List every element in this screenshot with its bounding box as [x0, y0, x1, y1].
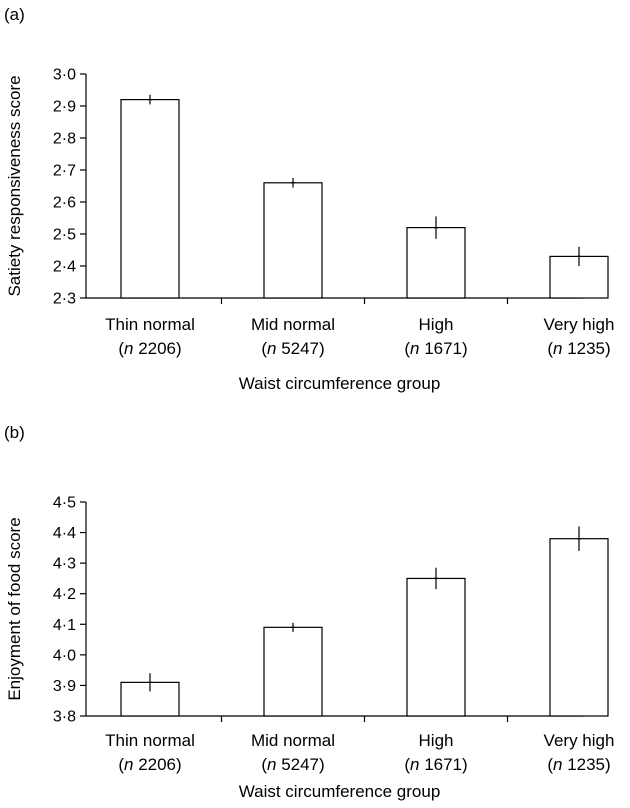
- x-category-n-label: (n 1671): [404, 755, 467, 774]
- x-category-label: High: [419, 315, 454, 334]
- bar: [406, 227, 466, 299]
- x-axis-title: Waist circumference group: [239, 374, 441, 393]
- bar: [263, 626, 323, 717]
- y-axis-title: Enjoyment of food score: [5, 517, 24, 700]
- y-tick-label: 2·4: [53, 259, 76, 276]
- chart-panel-a: (a) 2·3 2·4 2·5 2·6 2·7 2·8 2·9 3·0 Satiety respo…: [4, 5, 615, 393]
- x-category-label: Mid normal: [251, 731, 335, 750]
- x-category-label: Thin normal: [105, 315, 195, 334]
- y-tick-label: 2·3: [53, 291, 76, 308]
- y-tick-label: 4·3: [53, 556, 76, 573]
- y-tick-label: 2·9: [53, 99, 76, 116]
- bar: [120, 98, 180, 299]
- x-category-n-label: (n 1235): [547, 755, 610, 774]
- bar: [406, 577, 466, 717]
- y-tick-label: 2·5: [53, 227, 76, 244]
- y-tick-label: 4·4: [53, 525, 76, 542]
- x-category-label: High: [419, 731, 454, 750]
- y-tick-label: 2·7: [53, 163, 76, 180]
- x-axis-title: Waist circumference group: [239, 782, 441, 801]
- x-category-n-label: (n 2206): [118, 339, 181, 358]
- x-category-n-label: (n 5247): [261, 755, 324, 774]
- x-category-label: Mid normal: [251, 315, 335, 334]
- x-category-n-label: (n 2206): [118, 755, 181, 774]
- x-category-n-label: (n 1671): [404, 339, 467, 358]
- y-tick-label: 3·8: [53, 709, 76, 726]
- panel-label: (a): [4, 5, 25, 24]
- y-tick-label: 2·8: [53, 131, 76, 148]
- x-category-n-label: (n 5247): [261, 339, 324, 358]
- bar: [549, 538, 609, 717]
- x-category-n-label: (n 1235): [547, 339, 610, 358]
- panel-label: (b): [4, 423, 25, 442]
- y-tick-label: 4·0: [53, 647, 76, 664]
- bar: [263, 182, 323, 299]
- y-tick-label: 2·6: [53, 195, 76, 212]
- y-tick-label: 4·2: [53, 586, 76, 603]
- y-tick-label: 4·1: [53, 617, 76, 634]
- x-category-label: Very high: [544, 315, 615, 334]
- x-category-label: Thin normal: [105, 731, 195, 750]
- y-tick-label: 3·0: [53, 67, 76, 84]
- x-category-label: Very high: [544, 731, 615, 750]
- chart-panel-b: (b) 3·8 3·9 4·0 4·1 4·2 4·3 4·4 4·5 Enjoyment of …: [4, 423, 615, 801]
- y-tick-label: 3·9: [53, 678, 76, 695]
- y-axis-title: Satiety responsiveness score: [5, 75, 24, 296]
- y-tick-label: 4·5: [53, 495, 76, 512]
